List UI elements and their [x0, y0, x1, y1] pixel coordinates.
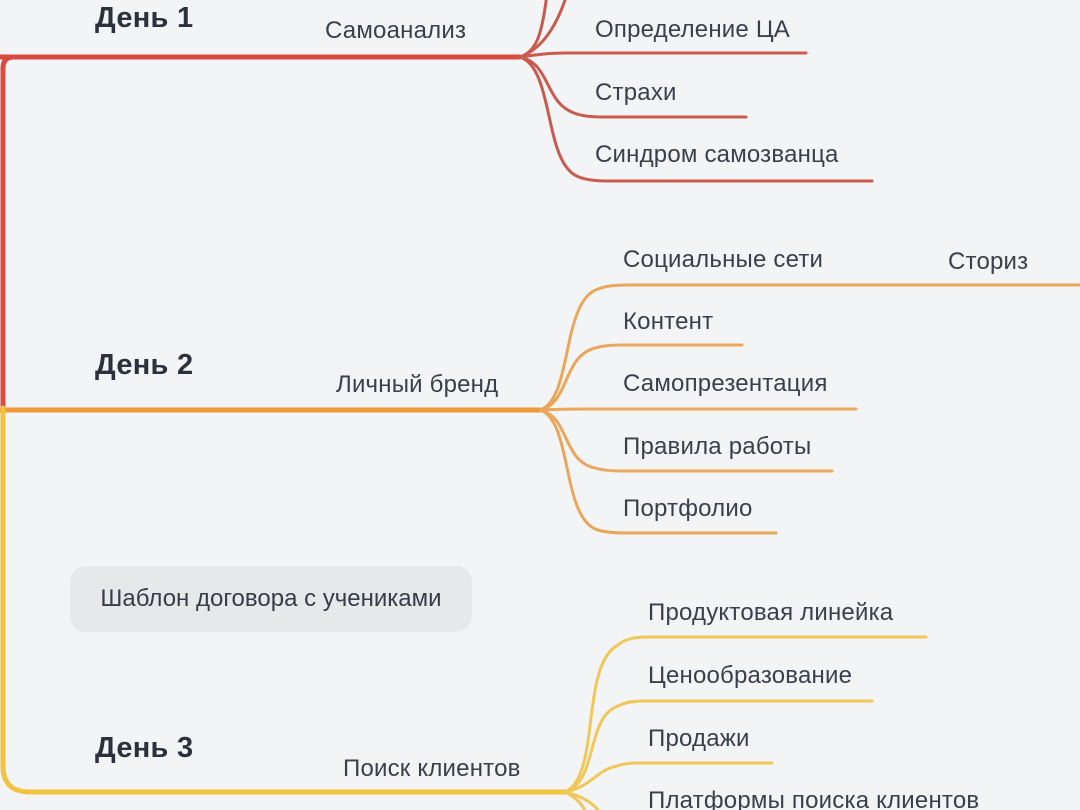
day3-child-node-1[interactable]: Продуктовая линейка — [648, 599, 894, 626]
day1-node[interactable]: День 1 — [95, 2, 194, 34]
day1-child-node-3[interactable]: Синдром самозванца — [595, 141, 839, 168]
day1-child-line-1 — [518, 51, 808, 59]
day3-lower-cutoff-line-1 — [563, 790, 600, 810]
day2-child-node-3[interactable]: Самопрезентация — [623, 370, 828, 397]
day3-child-line-2 — [563, 699, 874, 794]
day2-child-line-2 — [538, 343, 744, 412]
day1-child-line-3 — [518, 55, 874, 183]
day3-child-node-2[interactable]: Ценообразование — [648, 662, 853, 689]
day3-node[interactable]: День 3 — [95, 732, 194, 764]
day2-child-line-1 — [538, 283, 1080, 412]
day3-trunk-line — [0, 405, 568, 795]
day3-child-line-1 — [563, 635, 928, 794]
day2-branch-lines — [0, 283, 1080, 535]
day2-child-node-4[interactable]: Правила работы — [623, 433, 812, 460]
day3-topic-node[interactable]: Поиск клиентов — [343, 755, 521, 782]
day1-child-node-1[interactable]: Определение ЦА — [595, 16, 790, 43]
day2-topic-node[interactable]: Личный бренд — [336, 371, 499, 398]
day2-child-line-5 — [538, 408, 778, 535]
day2-child-node-2[interactable]: Контент — [623, 308, 714, 335]
day3-child-node-3[interactable]: Продажи — [648, 725, 750, 752]
day1-topic-node[interactable]: Самоанализ — [325, 17, 467, 44]
day2-grandchild-node-1[interactable]: Сториз — [948, 248, 1029, 275]
day3-branch-lines — [0, 405, 928, 810]
day1-child-node-2[interactable]: Страхи — [595, 79, 677, 106]
day3-child-node-4[interactable]: Платформы поиска клиентов — [648, 787, 980, 810]
day3-lower-cutoff-line-2 — [563, 790, 587, 810]
day3-child-line-3 — [563, 761, 774, 794]
day1-upper-cutoff-line-2 — [518, 0, 567, 59]
day1-day2-connector-line — [0, 54, 17, 415]
day2-child-line-3 — [538, 407, 858, 412]
day2-node[interactable]: День 2 — [95, 349, 194, 381]
day1-branch-lines — [0, 0, 874, 415]
note-box-label: Шаблон договора с учениками — [100, 585, 442, 612]
day2-child-line-4 — [538, 408, 834, 473]
day1-child-line-2 — [518, 55, 748, 119]
day2-child-node-5[interactable]: Портфолио — [623, 495, 753, 522]
day2-child-node-1[interactable]: Социальные сети — [623, 246, 824, 273]
note-box[interactable]: Шаблон договора с учениками — [70, 566, 472, 632]
